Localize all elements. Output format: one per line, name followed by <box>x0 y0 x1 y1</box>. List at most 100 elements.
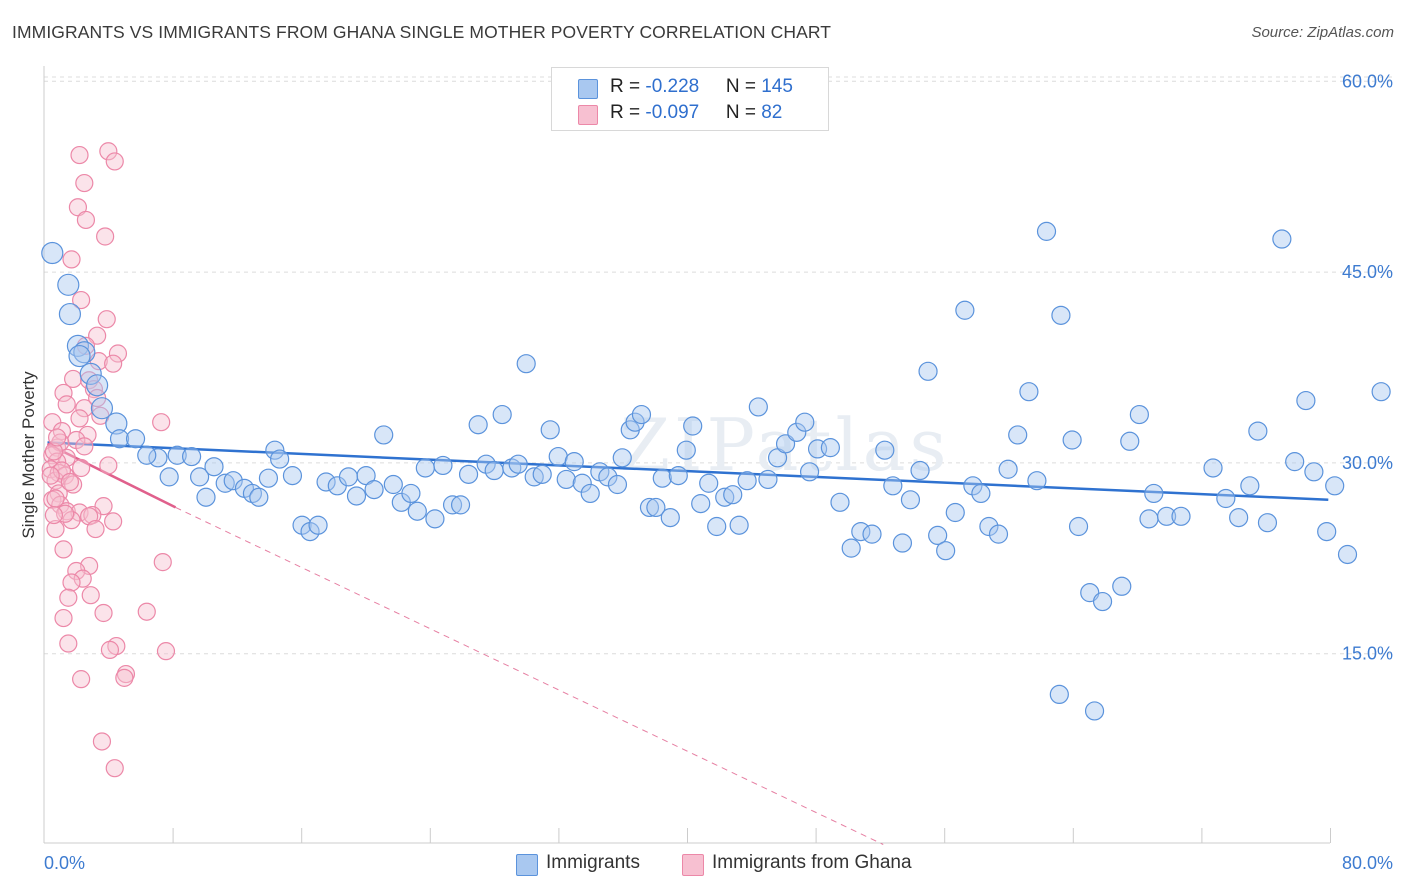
data-point-immigrant <box>1112 576 1132 596</box>
data-point-ghana <box>81 586 100 605</box>
data-point-immigrant <box>936 541 956 561</box>
data-point-immigrant <box>270 449 290 469</box>
y-tick-label: 60.0% <box>1342 71 1393 91</box>
data-point-ghana <box>75 173 94 193</box>
data-point-immigrant <box>524 467 544 487</box>
trend-lines <box>46 441 1329 845</box>
data-point-ghana <box>152 413 171 432</box>
data-point-immigrant <box>963 476 983 496</box>
data-point-immigrant <box>883 476 903 496</box>
data-point-immigrant <box>90 397 114 420</box>
data-point-immigrant <box>799 462 820 482</box>
data-point-immigrant <box>58 302 82 326</box>
data-point-immigrant <box>86 374 109 397</box>
data-point-immigrant <box>758 469 778 490</box>
data-point-immigrant <box>707 516 727 537</box>
data-point-immigrant <box>652 468 672 488</box>
data-point-immigrant <box>723 485 743 505</box>
data-point-immigrant <box>364 480 384 500</box>
data-point-ghana <box>88 326 107 345</box>
data-point-ghana <box>48 428 67 447</box>
data-point-ghana <box>96 227 115 246</box>
data-point-immigrant <box>1068 516 1089 537</box>
data-point-immigrant <box>631 404 652 425</box>
data-point-ghana <box>73 569 92 588</box>
data-point-immigrant <box>1171 506 1191 526</box>
grid-lines <box>44 76 1394 655</box>
data-point-immigrant <box>737 471 757 491</box>
legend-n-value: 145 <box>761 76 793 97</box>
data-point-immigrant <box>346 486 367 506</box>
data-point-ghana <box>46 519 65 539</box>
data-point-immigrant <box>548 446 568 467</box>
data-point-immigrant <box>556 469 576 490</box>
data-point-immigrant <box>668 466 688 486</box>
data-point-immigrant <box>660 507 680 528</box>
data-point-ghana <box>72 290 91 310</box>
data-point-immigrant <box>492 404 512 425</box>
data-point-ghana <box>62 573 81 592</box>
data-point-immigrant <box>215 473 235 493</box>
data-point-immigrant <box>988 524 1009 544</box>
data-point-immigrant <box>910 460 930 481</box>
x-tick-label: 80.0% <box>1342 853 1393 873</box>
data-point-immigrant <box>979 516 999 537</box>
data-point-ghana <box>72 670 91 689</box>
data-point-immigrant <box>540 420 560 440</box>
data-point-immigrant <box>1203 458 1223 478</box>
data-point-immigrant <box>401 483 421 504</box>
chart-title: IMMIGRANTS VS IMMIGRANTS FROM GHANA SING… <box>12 22 832 42</box>
data-point-ghana <box>62 250 81 269</box>
data-point-ghana <box>59 588 78 607</box>
data-point-immigrant <box>516 354 536 374</box>
data-point-ghana <box>60 472 80 492</box>
trend-line-ghana-extension <box>175 506 884 845</box>
data-point-immigrant <box>68 344 91 368</box>
legend-r-value: -0.228 <box>645 76 700 97</box>
data-point-immigrant <box>484 460 504 481</box>
data-point-immigrant <box>159 467 179 487</box>
legend-r-label: R = <box>610 76 646 97</box>
data-point-ghana <box>54 383 73 403</box>
data-point-immigrant <box>79 362 102 385</box>
data-point-immigrant <box>265 440 285 460</box>
data-point-ghana <box>57 395 76 414</box>
data-point-ghana <box>44 442 64 461</box>
data-point-immigrant <box>532 464 552 484</box>
data-point-immigrant <box>425 509 445 529</box>
data-point-immigrant <box>223 471 243 491</box>
data-point-immigrant <box>308 515 328 535</box>
data-point-ghana <box>99 456 118 475</box>
data-point-immigrant <box>639 497 660 518</box>
data-point-ghana <box>44 505 64 525</box>
data-point-immigrant <box>1371 382 1391 402</box>
data-point-immigrant <box>928 525 948 546</box>
trend-line-immigrants <box>47 441 1329 502</box>
data-point-immigrant <box>148 448 168 468</box>
y-tick-label: 15.0% <box>1342 644 1393 664</box>
data-point-immigrant <box>729 515 749 535</box>
data-point-immigrant <box>598 467 618 487</box>
data-point-immigrant <box>1120 431 1140 451</box>
data-point-immigrant <box>338 467 359 487</box>
data-point-ghana <box>137 602 156 621</box>
data-point-immigrant <box>196 487 216 507</box>
data-point-ghana <box>75 399 94 418</box>
data-point-ghana <box>54 608 73 628</box>
data-point-immigrant <box>612 448 632 468</box>
data-point-immigrant <box>1156 506 1177 526</box>
data-point-immigrant <box>383 474 403 495</box>
data-point-ghana <box>115 668 134 687</box>
data-point-immigrant <box>955 300 975 320</box>
data-point-immigrant <box>691 494 711 514</box>
data-point-ghana <box>153 553 172 572</box>
data-point-immigrant <box>167 445 187 465</box>
data-point-immigrant <box>41 241 64 265</box>
data-point-immigrant <box>1092 591 1113 612</box>
data-point-immigrant <box>998 459 1018 479</box>
y-axis-label: Single Mother Poverty <box>19 371 38 539</box>
y-tick-label: 30.0% <box>1342 453 1393 473</box>
data-point-immigrant <box>1296 390 1316 411</box>
bottom-legend-label: Immigrants from Ghana <box>712 852 912 873</box>
data-point-ghana <box>100 640 120 659</box>
